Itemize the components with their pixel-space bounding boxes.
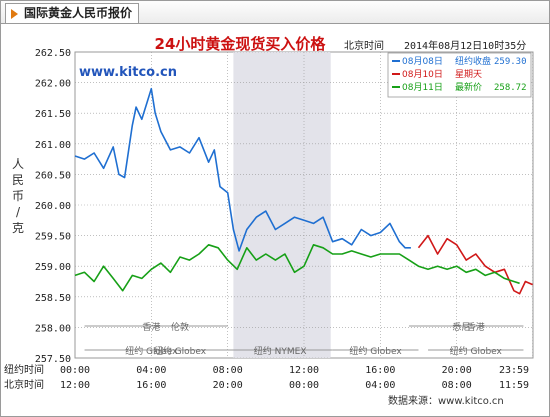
- session-label: 悉尼: [452, 321, 470, 333]
- session-label: 伦敦: [171, 321, 189, 333]
- tab-label: 国际黄金人民币报价: [24, 6, 133, 20]
- y-axis-label-char: 克: [12, 221, 24, 235]
- series-line-08月08日: [74, 87, 411, 252]
- legend-date: 08月11日: [402, 82, 443, 93]
- x-row2-tick: 20:00: [213, 380, 243, 391]
- y-tick-label: 261.00: [35, 140, 71, 151]
- x-row2-label: 北京时间: [4, 378, 44, 391]
- y-tick-label: 260.00: [35, 201, 71, 212]
- x-row1-tick: 00:00: [60, 365, 90, 376]
- watermark-url: www.kitco.cn: [79, 65, 177, 80]
- session-label: 香港: [467, 321, 485, 333]
- x-row1-tick: 20:00: [442, 365, 472, 376]
- arrow-icon: [11, 9, 18, 19]
- y-tick-label: 259.00: [35, 262, 71, 273]
- y-tick-label: 259.50: [35, 232, 71, 243]
- x-row2-tick: 08:00: [442, 380, 472, 391]
- series-line-08月10日: [417, 234, 533, 295]
- legend-label: 最新价: [455, 81, 482, 93]
- y-tick-label: 260.50: [35, 170, 71, 181]
- footer-source: 数据来源：www.kitco.cn: [388, 394, 504, 407]
- session-label: 纽约 Globex: [450, 345, 503, 357]
- series-line-08月11日: [74, 244, 520, 292]
- x-row2-tick: 00:00: [289, 380, 319, 391]
- legend-label: 纽约收盘: [455, 55, 491, 67]
- legend: 08月08日 纽约收盘 259.30 08月10日 星期天 08月11日 最新价 258.72: [387, 52, 532, 98]
- x-row1-tick: 12:00: [289, 365, 319, 376]
- session-label: 纽约 Globex: [349, 345, 402, 357]
- x-row1-tick: 04:00: [136, 365, 166, 376]
- x-row2-tick: 11:59: [499, 380, 529, 391]
- legend-label: 星期天: [455, 69, 482, 80]
- y-axis-label-char: /: [16, 205, 21, 219]
- x-row2-tick: 04:00: [365, 380, 395, 391]
- session-label: 纽约 Globex: [125, 345, 178, 357]
- x-row2-tick: 16:00: [136, 380, 166, 391]
- timestamp-value: 2014年08月12日10时35分: [404, 39, 526, 52]
- session-label: 纽约 Globex: [154, 345, 207, 357]
- y-tick-label: 262.50: [35, 48, 71, 59]
- tab-gold-rmb-quote[interactable]: 国际黄金人民币报价: [5, 3, 140, 23]
- y-axis-label-char: 币: [12, 189, 24, 203]
- x-row1-tick: 23:59: [499, 365, 529, 376]
- y-tick-label: 257.50: [35, 354, 71, 365]
- x-row2-tick: 12:00: [60, 380, 90, 391]
- y-axis-label-char: 民: [12, 173, 24, 187]
- y-tick-label: 258.50: [35, 293, 71, 304]
- session-label: 纽约 NYMEX: [254, 345, 307, 357]
- x-row1-label: 纽约时间: [4, 363, 44, 376]
- legend-date: 08月10日: [402, 69, 443, 80]
- timestamp-label: 北京时间: [344, 39, 384, 52]
- session-label: 香港: [142, 321, 160, 333]
- legend-box: [387, 52, 532, 98]
- y-tick-label: 262.00: [35, 79, 71, 90]
- title-bar: 国际黄金人民币报价: [1, 1, 549, 24]
- y-axis-label-char: 人: [12, 157, 24, 171]
- y-tick-label: 261.50: [35, 109, 71, 120]
- y-tick-label: 258.00: [35, 323, 71, 334]
- x-row1-tick: 08:00: [213, 365, 243, 376]
- x-row1-tick: 16:00: [365, 365, 395, 376]
- legend-value: 259.30: [494, 57, 527, 67]
- legend-value: 258.72: [494, 83, 527, 93]
- chart-title: 24小时黄金现货买入价格: [155, 35, 327, 53]
- legend-date: 08月08日: [402, 56, 443, 67]
